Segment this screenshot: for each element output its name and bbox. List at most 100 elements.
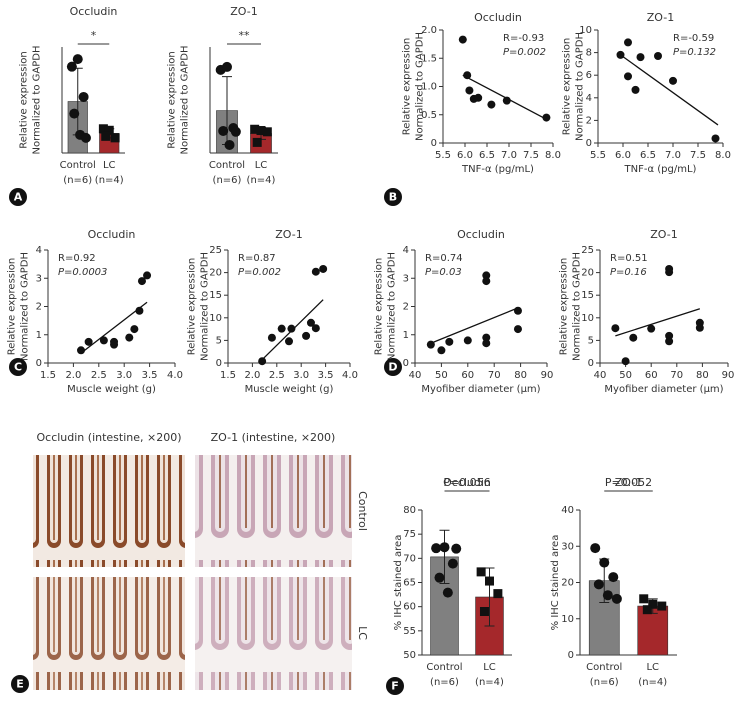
data-point <box>695 323 704 332</box>
x-tick-label: 40 <box>409 370 422 381</box>
x-tick-label: 2.5 <box>269 370 285 381</box>
data-point <box>218 125 229 136</box>
data-point <box>590 543 601 554</box>
data-point <box>513 325 522 334</box>
y-axis-label: Relative expression <box>562 38 573 135</box>
data-point <box>447 558 458 569</box>
y-tick-label: 2.0 <box>421 25 437 36</box>
data-point <box>437 346 446 355</box>
data-point <box>252 137 262 147</box>
data-point <box>80 132 91 143</box>
y-tick-label: 6 <box>586 70 592 81</box>
y-tick-label: 0 <box>431 138 437 149</box>
group-size-label: (n=4) <box>475 677 504 688</box>
x-tick-label: 5.5 <box>590 150 606 161</box>
data-point <box>224 139 235 150</box>
x-tick-label: LC <box>483 662 496 673</box>
y-tick-label: 25 <box>209 245 222 256</box>
y-tick-label: 70 <box>403 553 416 564</box>
panel-letter: E <box>16 678 24 691</box>
x-tick-label: 7.5 <box>690 150 706 161</box>
y-tick-label: 5 <box>216 335 222 346</box>
x-tick-label: LC <box>646 662 659 673</box>
group-size-label: (n=4) <box>638 677 667 688</box>
y-axis-label: Relative expression <box>559 258 570 355</box>
panel-letter-badge <box>386 677 404 695</box>
data-point <box>482 339 491 348</box>
data-point <box>287 324 296 333</box>
x-tick-label: 90 <box>541 370 554 381</box>
panel-letter: F <box>391 680 399 693</box>
data-point <box>631 85 640 94</box>
x-tick-label: 2.5 <box>91 370 107 381</box>
data-point <box>636 53 645 62</box>
x-tick-label: 7.5 <box>523 150 539 161</box>
annotation: R=0.87 <box>238 253 276 264</box>
significance-label: P=0.052 <box>605 476 652 489</box>
y-tick-label: 20 <box>581 268 594 279</box>
y-tick-label: 20 <box>209 268 222 279</box>
annotation: R=0.74 <box>425 253 463 264</box>
x-tick-label: 4.0 <box>342 370 358 381</box>
data-point <box>463 336 472 345</box>
data-point <box>84 337 93 346</box>
data-point <box>99 336 108 345</box>
data-point <box>479 607 489 616</box>
chart: Occludin Relative expression Normalized to… <box>7 228 183 395</box>
y-axis-label: Normalized to GAPDH <box>387 252 398 361</box>
x-tick-label: 60 <box>645 370 658 381</box>
annotation: P=0.0003 <box>58 267 107 278</box>
y-tick-label: 50 <box>403 650 416 661</box>
trend-line <box>462 74 549 121</box>
x-tick-label: Control <box>60 160 96 171</box>
data-point <box>130 325 139 334</box>
panel-letter-badge <box>11 675 29 693</box>
data-point <box>434 572 445 583</box>
x-tick-label: 50 <box>435 370 448 381</box>
significance-label: ** <box>239 29 251 42</box>
y-tick-label: 0 <box>403 358 409 369</box>
data-point <box>222 61 232 72</box>
data-point <box>135 306 144 315</box>
y-axis-label: Normalized to GAPDH <box>20 252 31 361</box>
image-row-label: LC <box>356 626 369 640</box>
data-point <box>465 86 474 95</box>
data-point <box>451 543 462 554</box>
y-tick-label: 1.5 <box>421 53 437 64</box>
y-tick-label: 0.5 <box>421 110 437 121</box>
chart: Occludin Relative expression Normalized to… <box>402 11 561 175</box>
panel-letter-badge <box>9 188 27 206</box>
data-point <box>104 125 114 135</box>
group-size-label: (n=6) <box>590 677 619 688</box>
chart-title: ZO-1 <box>647 11 674 24</box>
y-axis-label: % IHC stained area <box>550 535 561 631</box>
data-point <box>611 324 620 333</box>
x-tick-label: 70 <box>488 370 501 381</box>
chart-title: ZO-1 <box>275 228 302 241</box>
annotation: R=0.92 <box>58 253 96 264</box>
y-tick-label: 2 <box>586 115 592 126</box>
panel-letter-badge <box>384 188 402 206</box>
y-tick-label: 1.0 <box>421 82 437 93</box>
chart-title: Occludin <box>70 5 118 18</box>
image-column-label: ZO-1 (intestine, ×200) <box>211 431 336 444</box>
x-tick-label: Control <box>209 160 245 171</box>
trend-line <box>620 54 719 126</box>
y-tick-label: 1 <box>36 330 42 341</box>
y-axis-label: Normalized to GAPDH <box>32 46 43 155</box>
y-tick-label: 4 <box>586 93 592 104</box>
data-point <box>624 72 632 81</box>
y-tick-label: 15 <box>209 290 222 301</box>
trend-line <box>80 301 148 354</box>
x-tick-label: 7.0 <box>665 150 681 161</box>
x-tick-label: 50 <box>619 370 632 381</box>
y-tick-label: 75 <box>403 529 416 540</box>
x-axis-label: Myofiber diameter (μm) <box>604 384 723 395</box>
data-point <box>476 567 486 577</box>
data-point <box>665 268 674 277</box>
x-tick-label: 6.0 <box>457 150 473 161</box>
y-axis-label: Relative expression <box>187 258 198 355</box>
x-tick-label: 80 <box>696 370 709 381</box>
data-point <box>267 333 276 342</box>
image-row-label: Control <box>356 491 369 531</box>
